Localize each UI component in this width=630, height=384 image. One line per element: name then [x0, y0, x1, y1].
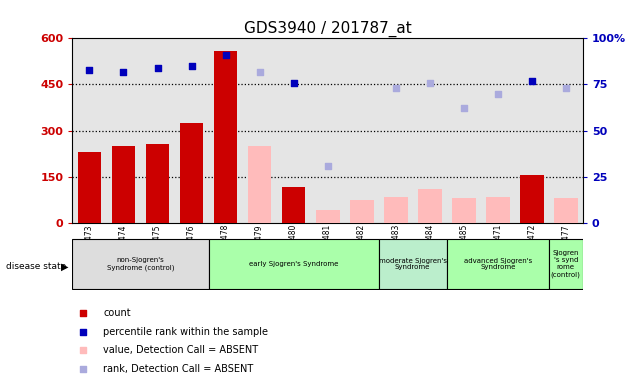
- Bar: [112, 146, 135, 223]
- Text: disease state: disease state: [6, 262, 67, 271]
- Bar: [77, 152, 101, 223]
- Point: [493, 91, 503, 97]
- Point: [152, 65, 163, 71]
- Point: [561, 85, 571, 91]
- Text: Sjogren
's synd
rome
(control): Sjogren 's synd rome (control): [551, 250, 581, 278]
- Bar: [384, 197, 408, 223]
- Point: [255, 68, 265, 74]
- Bar: [209, 38, 243, 223]
- Point: [459, 105, 469, 111]
- Bar: [413, 38, 447, 223]
- Point: [77, 366, 88, 372]
- Bar: [311, 38, 345, 223]
- Text: count: count: [103, 308, 130, 318]
- Bar: [175, 38, 209, 223]
- Title: GDS3940 / 201787_at: GDS3940 / 201787_at: [244, 21, 411, 37]
- Text: ▶: ▶: [60, 262, 68, 272]
- Text: percentile rank within the sample: percentile rank within the sample: [103, 327, 268, 337]
- Bar: [282, 187, 306, 223]
- Bar: [379, 239, 447, 289]
- Bar: [379, 38, 413, 223]
- Bar: [486, 197, 510, 223]
- Bar: [481, 38, 515, 223]
- Bar: [447, 239, 549, 289]
- Bar: [520, 175, 544, 223]
- Point: [77, 329, 88, 335]
- Bar: [248, 146, 272, 223]
- Bar: [316, 210, 340, 223]
- Point: [289, 79, 299, 86]
- Text: moderate Sjogren's
Syndrome: moderate Sjogren's Syndrome: [379, 258, 447, 270]
- Text: value, Detection Call = ABSENT: value, Detection Call = ABSENT: [103, 345, 258, 355]
- Point: [118, 68, 129, 74]
- Bar: [447, 38, 481, 223]
- Point: [220, 52, 231, 58]
- Bar: [350, 200, 374, 223]
- Bar: [554, 198, 578, 223]
- Point: [186, 63, 197, 69]
- Point: [391, 85, 401, 91]
- Bar: [214, 51, 238, 223]
- Text: early Sjogren's Syndrome: early Sjogren's Syndrome: [249, 261, 338, 267]
- Bar: [72, 239, 209, 289]
- Bar: [549, 239, 583, 289]
- Text: advanced Sjogren's
Syndrome: advanced Sjogren's Syndrome: [464, 258, 532, 270]
- Bar: [140, 38, 175, 223]
- Bar: [209, 239, 379, 289]
- Bar: [106, 38, 140, 223]
- Bar: [72, 38, 106, 223]
- Bar: [452, 198, 476, 223]
- Bar: [146, 144, 169, 223]
- Text: rank, Detection Call = ABSENT: rank, Detection Call = ABSENT: [103, 364, 253, 374]
- Bar: [345, 38, 379, 223]
- Bar: [549, 38, 583, 223]
- Bar: [277, 38, 311, 223]
- Point: [527, 78, 537, 84]
- Bar: [243, 38, 277, 223]
- Point: [77, 310, 88, 316]
- Bar: [515, 38, 549, 223]
- Bar: [418, 189, 442, 223]
- Point: [425, 79, 435, 86]
- Bar: [180, 123, 203, 223]
- Point: [84, 67, 94, 73]
- Point: [323, 162, 333, 169]
- Point: [77, 347, 88, 353]
- Text: non-Sjogren's
Syndrome (control): non-Sjogren's Syndrome (control): [106, 257, 175, 271]
